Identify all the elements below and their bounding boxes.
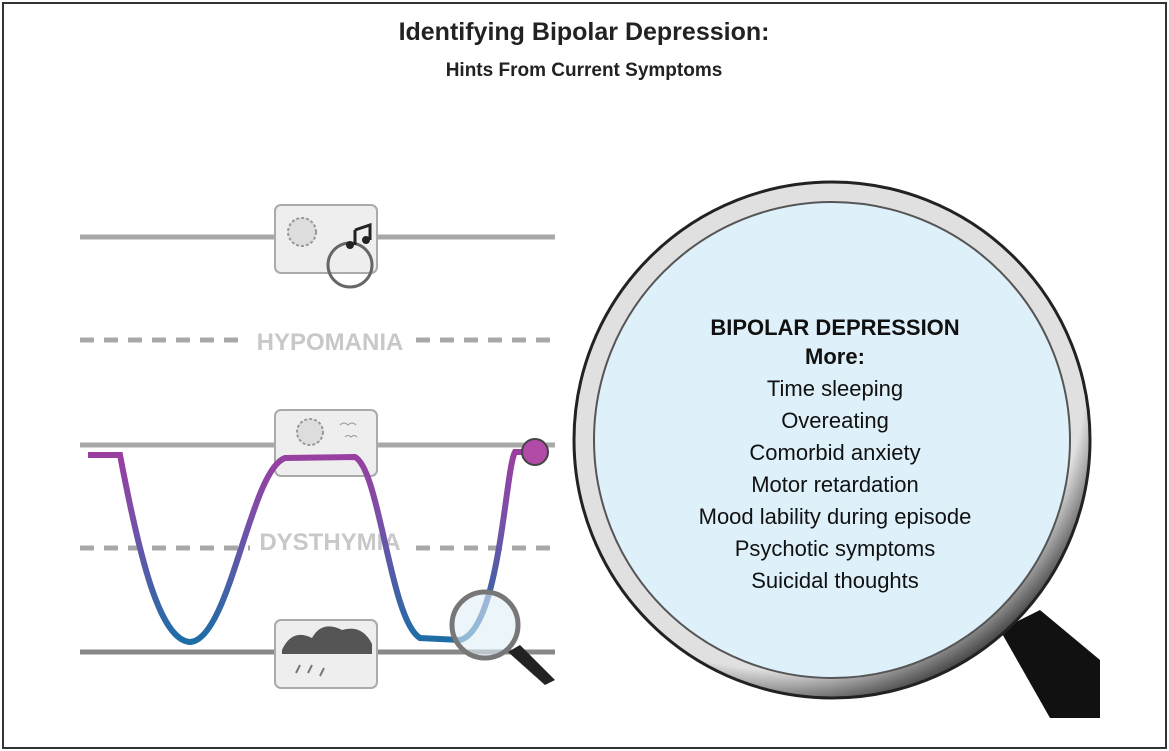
symptom: Comorbid anxiety — [749, 440, 920, 465]
symptom: Suicidal thoughts — [751, 568, 919, 593]
level-label: DYSTHYMIA — [259, 529, 400, 556]
icon-depression — [274, 619, 378, 689]
magnifier-subheading: More: — [805, 344, 865, 369]
label-bg — [245, 325, 415, 355]
symptom: Motor retardation — [751, 472, 919, 497]
level-label: HYPOMANIA — [257, 329, 404, 356]
small-magnifier — [449, 589, 555, 685]
symptom-list: Time sleeping Overeating Comorbid anxiety M… — [699, 376, 972, 593]
title: Identifying Bipolar Depression: — [399, 18, 770, 46]
magnifier-heading: BIPOLAR DEPRESSION — [710, 315, 959, 340]
large-magnifier — [572, 180, 1100, 718]
symptom: Mood lability during episode — [699, 504, 972, 529]
symptom: Psychotic symptoms — [735, 536, 936, 561]
symptom: Overeating — [781, 408, 889, 433]
subtitle: Hints From Current Symptoms — [446, 60, 723, 81]
symptom: Time sleeping — [767, 376, 903, 401]
current-point — [521, 438, 549, 466]
icon-mania — [274, 204, 378, 289]
